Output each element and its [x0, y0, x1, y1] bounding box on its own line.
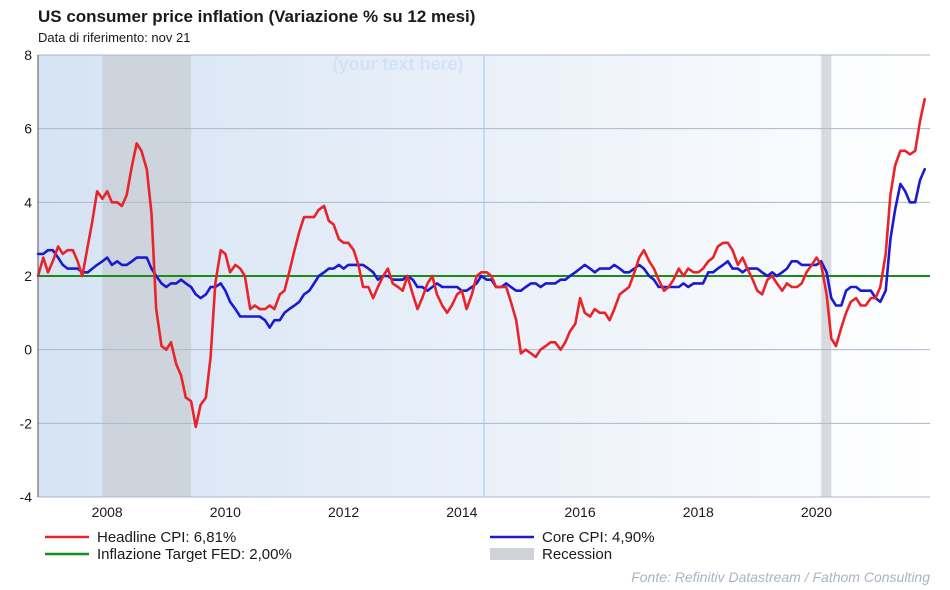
x-tick-label: 2010 — [210, 504, 241, 520]
chart-subtitle: Data di riferimento: nov 21 — [38, 30, 190, 45]
x-tick-label: 2018 — [683, 504, 714, 520]
source-note: Fonte: Refinitiv Datastream / Fathom Con… — [631, 569, 930, 585]
y-tick-label: -2 — [20, 415, 33, 431]
y-tick-label: 4 — [24, 194, 32, 210]
core-cpi-line — [36, 167, 926, 329]
x-tick-label: 2012 — [328, 504, 359, 520]
y-tick-label: 6 — [24, 121, 32, 137]
y-tick-label: 0 — [24, 342, 32, 358]
legend-swatch-4 — [490, 548, 534, 560]
x-tick-label: 2020 — [801, 504, 832, 520]
plot-area: -4 -2 0 2 4 6 8 2008 2010 2012 2014 2016 2018 2020 — [20, 47, 930, 520]
legend-label-4: Recession — [542, 546, 612, 563]
x-tick-label: 2008 — [92, 504, 123, 520]
legend: Headline CPI: 6,81% Core CPI: 4,90% Inflaz… — [45, 529, 655, 563]
legend-label-1: Headline CPI: 6,81% — [97, 529, 236, 546]
legend-label-3: Inflazione Target FED: 2,00% — [97, 546, 292, 563]
y-tick-label: 2 — [24, 268, 32, 284]
x-tick-label: 2016 — [564, 504, 595, 520]
watermark: (your text here) — [332, 54, 463, 74]
chart-title: US consumer price inflation (Variazione … — [38, 7, 475, 26]
y-tick-label: 8 — [24, 47, 32, 63]
x-tick-label: 2014 — [446, 504, 477, 520]
headline-cpi-line — [36, 97, 926, 429]
y-tick-label: -4 — [20, 489, 33, 505]
legend-label-2: Core CPI: 4,90% — [542, 529, 655, 546]
